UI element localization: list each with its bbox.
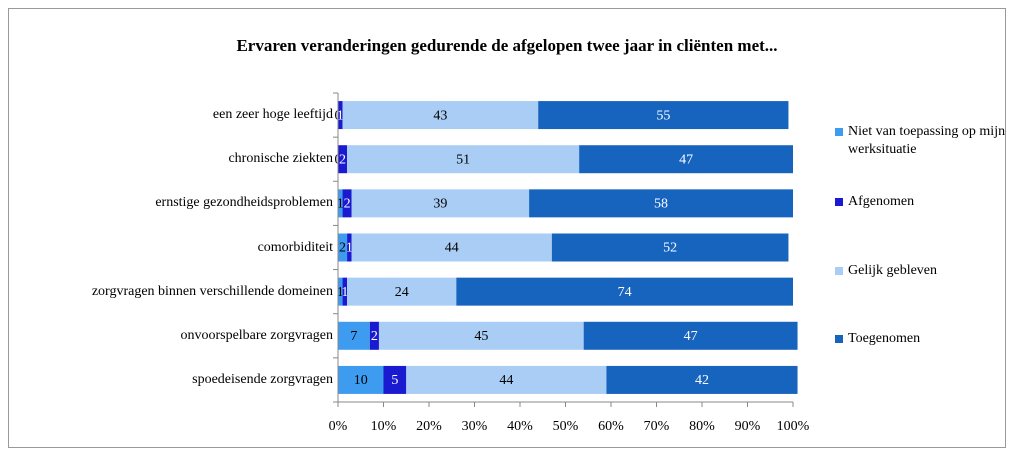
bar-segment xyxy=(338,365,384,394)
data-label: 45 xyxy=(474,329,488,344)
legend-swatch xyxy=(835,198,843,206)
chart-border xyxy=(8,8,1006,448)
data-label: 1 xyxy=(341,285,348,300)
data-label: 5 xyxy=(391,373,398,388)
bar-segment xyxy=(583,321,798,350)
x-tick-label: 50% xyxy=(553,419,579,434)
legend-label: Niet van toepassing op mijn werksituatie xyxy=(848,124,1006,157)
category-text: een zeer hoge leeftijd xyxy=(212,107,333,123)
y-tick-label: een zeer hoge leeftijd xyxy=(213,107,333,123)
bar-segment xyxy=(338,145,348,174)
x-tick-label: 70% xyxy=(644,419,670,434)
bar-segment xyxy=(342,101,539,130)
y-tick-label: onvoorspelbare zorgvragen xyxy=(180,328,333,344)
bar-segment xyxy=(551,233,789,262)
legend-swatch xyxy=(835,128,843,136)
data-label: 1 xyxy=(346,241,353,256)
bar-segment xyxy=(342,277,348,306)
data-label: 74 xyxy=(618,285,632,300)
bar-segment xyxy=(406,365,607,394)
y-tick-label: zorgvragen binnen verschillende domeinen xyxy=(92,284,333,300)
legend-label: Toegenomen xyxy=(848,331,921,346)
x-tick-label: 100% xyxy=(777,419,810,434)
bar-segment xyxy=(529,189,793,218)
bar-segment xyxy=(338,189,343,218)
bar-segment xyxy=(338,233,348,262)
bar-segment xyxy=(378,321,584,350)
x-tick-label: 0% xyxy=(329,419,348,434)
x-tick-label: 40% xyxy=(507,419,533,434)
data-label: 2 xyxy=(339,241,346,256)
data-label: 2 xyxy=(339,152,346,167)
data-label: 52 xyxy=(663,241,677,256)
data-label: 44 xyxy=(499,373,513,388)
category-text: zorgvragen binnen verschillende domeinen xyxy=(91,283,333,299)
data-label: 1 xyxy=(337,197,344,212)
category-text: comorbiditeit xyxy=(257,239,333,255)
x-tick-label: 80% xyxy=(689,419,715,434)
category-text: ernstige gezondheidsproblemen xyxy=(155,195,333,211)
bar-segment xyxy=(606,365,798,394)
bar-segment xyxy=(351,233,552,262)
bar-segment xyxy=(347,233,352,262)
data-label: 43 xyxy=(433,108,447,123)
chart-title: Ervaren veranderingen gedurende de afgel… xyxy=(236,36,778,55)
legend-swatch xyxy=(835,335,843,343)
x-tick-label: 60% xyxy=(598,419,624,434)
legend-label: Gelijk gebleven xyxy=(848,263,938,278)
data-label: 44 xyxy=(445,241,459,256)
data-label: 10 xyxy=(354,373,368,388)
x-tick-label: 10% xyxy=(371,419,397,434)
y-tick-label: ernstige gezondheidsproblemen xyxy=(155,195,333,211)
data-label: 51 xyxy=(456,152,470,167)
bar-segment xyxy=(351,189,530,218)
data-label: 1 xyxy=(337,285,344,300)
y-tick-label: spoedeisende zorgvragen xyxy=(192,372,333,388)
data-label: 47 xyxy=(684,329,698,344)
bar-segment xyxy=(342,189,352,218)
x-tick-label: 30% xyxy=(462,419,488,434)
bar-segment xyxy=(347,145,580,174)
legend-label: Afgenomen xyxy=(848,194,915,209)
data-label: 1 xyxy=(337,108,344,123)
data-label: 2 xyxy=(371,329,378,344)
data-label: 42 xyxy=(695,373,709,388)
data-label: 7 xyxy=(350,329,357,344)
data-label: 2 xyxy=(344,197,351,212)
bar-segment xyxy=(579,145,793,174)
category-text: spoedeisende zorgvragen xyxy=(192,371,333,387)
data-label: 24 xyxy=(395,285,409,300)
x-tick-label: 20% xyxy=(416,419,442,434)
bar-segment xyxy=(456,277,793,306)
y-tick-label: chronische ziekten xyxy=(228,151,333,167)
bar-segment xyxy=(338,321,370,350)
bar-segment xyxy=(383,365,407,394)
bar-segment xyxy=(338,101,343,130)
bar-segment xyxy=(338,277,343,306)
data-label: 58 xyxy=(654,197,668,212)
category-text: onvoorspelbare zorgvragen xyxy=(180,327,333,343)
data-label: 47 xyxy=(679,152,693,167)
legend-swatch xyxy=(835,267,843,275)
data-label: 39 xyxy=(433,197,447,212)
bar-segment xyxy=(347,277,457,306)
bar-segment xyxy=(369,321,379,350)
bar-segment xyxy=(538,101,789,130)
category-text: chronische ziekten xyxy=(228,151,333,167)
y-tick-label: comorbiditeit xyxy=(258,240,333,256)
data-label: 55 xyxy=(656,108,670,123)
x-tick-label: 90% xyxy=(735,419,761,434)
